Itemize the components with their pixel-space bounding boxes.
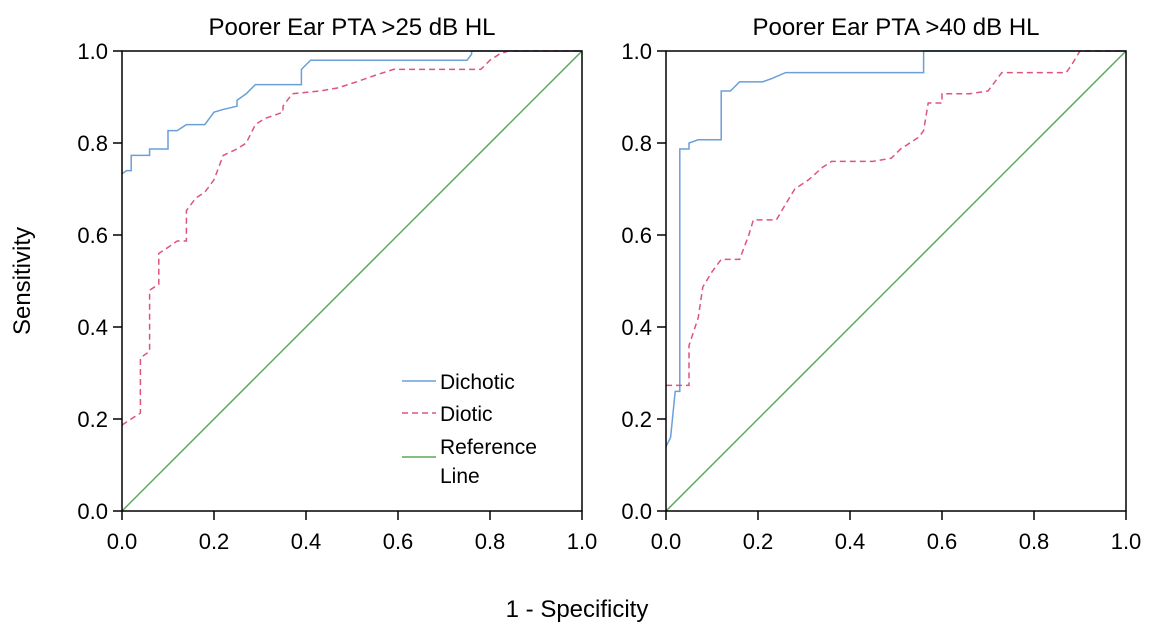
panel-title: Poorer Ear PTA >25 dB HL xyxy=(208,14,495,41)
y-tick-label: 0.2 xyxy=(621,407,652,432)
panel-pta-25: Poorer Ear PTA >25 dB HL 0.0 0.2 0.4 0.6 0.8… xyxy=(77,14,597,554)
x-tick-label: 0.0 xyxy=(107,529,138,554)
y-axis-label: Sensitivity xyxy=(9,227,36,335)
series-line-dichotic xyxy=(121,50,582,175)
legend-label-dichotic: Dichotic xyxy=(440,371,515,394)
x-tick-label: 1.0 xyxy=(1111,529,1142,554)
series-line-reference-line xyxy=(665,50,1127,512)
x-tick-label: 0.6 xyxy=(927,529,958,554)
y-tick-label: 1.0 xyxy=(621,39,652,64)
y-tick-label: 1.0 xyxy=(77,39,108,64)
legend-label-reference: Reference xyxy=(440,436,537,459)
series-line-diotic xyxy=(666,50,1126,387)
axis-ticks: 0.0 0.2 0.4 0.6 0.8 1.0 0.0 0.2 0.4 0.6 0.8 1.0 xyxy=(621,39,1141,554)
legend-label-diotic: Diotic xyxy=(440,403,493,426)
series-line-dichotic xyxy=(665,50,1126,447)
series-group xyxy=(665,50,1127,512)
series-line-diotic xyxy=(121,50,582,426)
x-axis-label: 1 - Specificity xyxy=(506,596,649,623)
x-tick-label: 0.2 xyxy=(743,529,774,554)
x-tick-label: 0.4 xyxy=(291,529,322,554)
legend: Dichotic Diotic Reference Line xyxy=(402,371,537,488)
y-tick-label: 0.6 xyxy=(621,223,652,248)
x-tick-label: 0.8 xyxy=(1019,529,1050,554)
y-tick-label: 0.8 xyxy=(621,131,652,156)
plot-frame xyxy=(121,50,583,512)
plot-frame xyxy=(665,50,1127,512)
x-tick-label: 0.8 xyxy=(475,529,506,554)
x-tick-label: 1.0 xyxy=(567,529,598,554)
series-line-reference-line xyxy=(121,50,583,512)
y-tick-label: 0.0 xyxy=(621,499,652,524)
x-tick-label: 0.4 xyxy=(835,529,866,554)
y-tick-label: 0.6 xyxy=(77,223,108,248)
y-tick-label: 0.4 xyxy=(77,315,108,340)
panel-pta-40: Poorer Ear PTA >40 dB HL 0.0 0.2 0.4 0.6 0.8… xyxy=(621,14,1141,554)
y-tick-label: 0.8 xyxy=(77,131,108,156)
series-group xyxy=(121,50,583,512)
x-tick-label: 0.6 xyxy=(383,529,414,554)
y-tick-label: 0.4 xyxy=(621,315,652,340)
axis-ticks: 0.0 0.2 0.4 0.6 0.8 1.0 0.0 0.2 0.4 0.6 0.8 1.0 xyxy=(77,39,597,554)
x-tick-label: 0.0 xyxy=(651,529,682,554)
x-tick-label: 0.2 xyxy=(199,529,230,554)
legend-label-reference-line2: Line xyxy=(440,465,480,488)
panel-title: Poorer Ear PTA >40 dB HL xyxy=(752,14,1039,41)
y-tick-label: 0.0 xyxy=(77,499,108,524)
y-tick-label: 0.2 xyxy=(77,407,108,432)
